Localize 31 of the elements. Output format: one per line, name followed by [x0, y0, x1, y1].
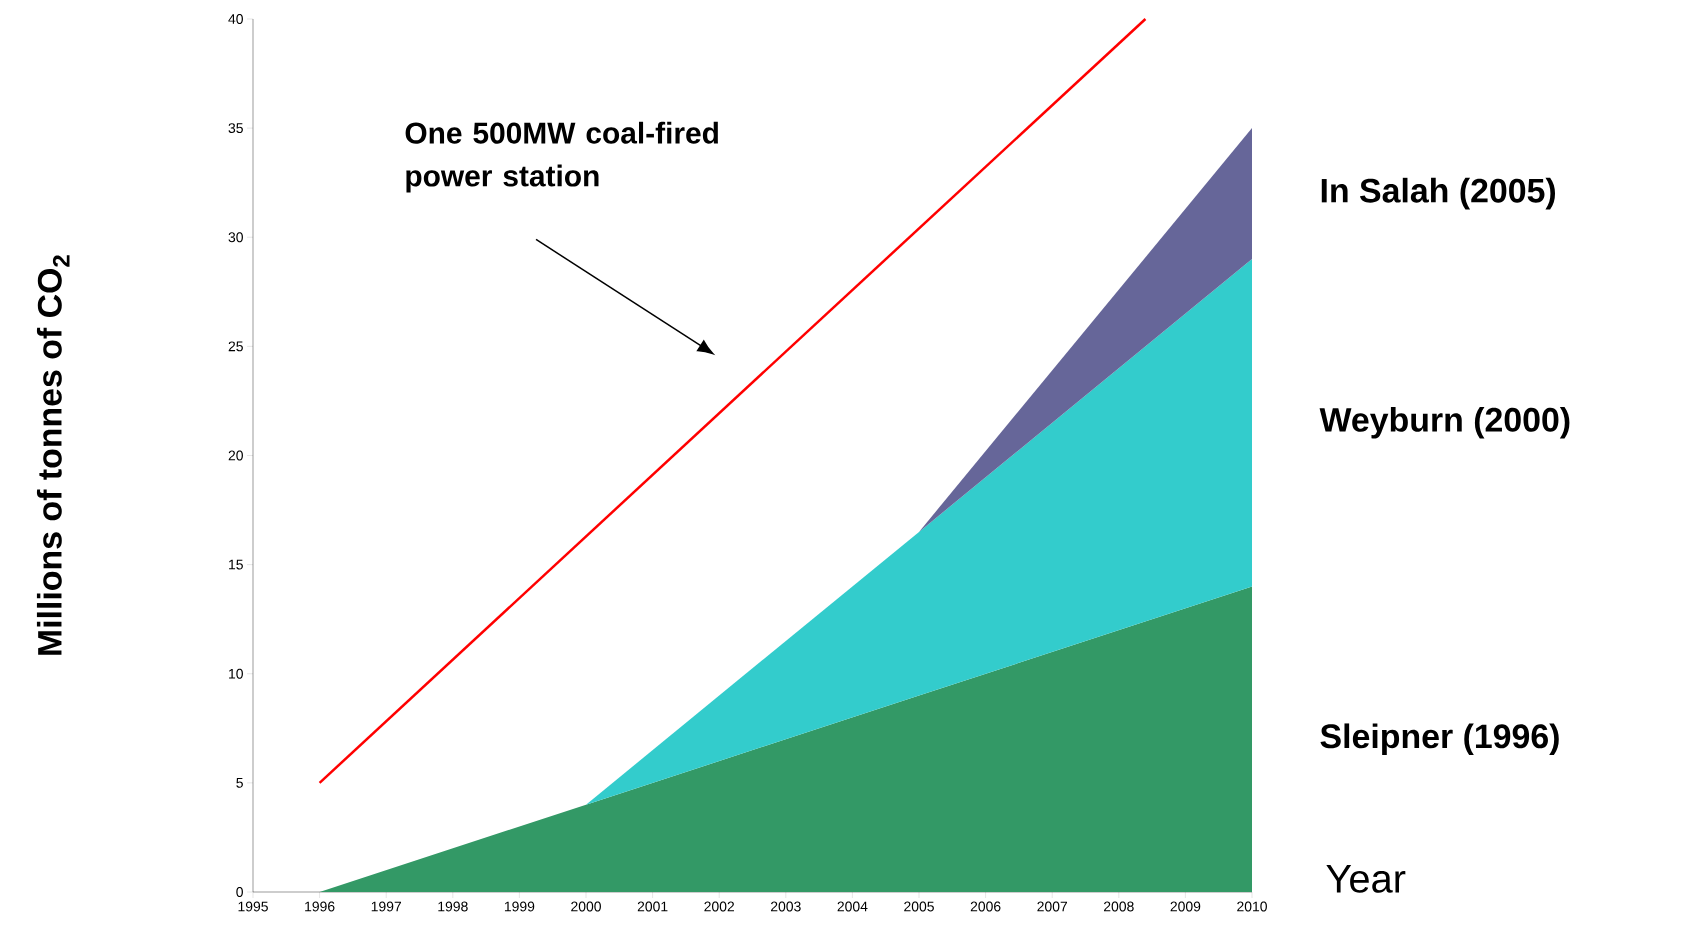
y-tick-label: 0 — [236, 887, 243, 897]
x-tick-label: 1995 — [238, 901, 268, 912]
x-axis-title: Year — [1326, 865, 1406, 893]
text: In Salah (2005) — [1321, 177, 1556, 210]
x-tick-label: 1999 — [504, 901, 535, 912]
x-tick-label: 2000 — [571, 901, 601, 912]
y-tick-label: 40 — [228, 14, 243, 24]
x-tick-label: 2010 — [1237, 901, 1267, 912]
x-tick-label: 2009 — [1170, 901, 1201, 912]
x-tick-label: 2004 — [837, 901, 868, 912]
y-tick-label: 30 — [228, 232, 243, 243]
x-tick-label: 1997 — [371, 901, 402, 912]
y-tick-label: 5 — [236, 778, 243, 788]
y-tick-label: 15 — [229, 559, 243, 570]
x-tick-label: 2002 — [704, 901, 735, 912]
x-tick-label: 2003 — [770, 901, 801, 912]
series-label: Weyburn (2000) — [1319, 406, 1570, 439]
y-axis-title: Millions of tonnes of CO$_{2}$ — [36, 255, 70, 655]
y-tick-label: 25 — [228, 341, 243, 352]
y-tick-label: 10 — [229, 668, 243, 679]
annotation: One 500MW coal-fired power station — [405, 121, 718, 193]
x-tick-label: 1996 — [305, 901, 335, 912]
x-tick-label: 2007 — [1037, 901, 1068, 912]
x-tick-label: 2006 — [970, 901, 1001, 912]
x-tick-label: 2005 — [904, 901, 934, 912]
y-tick-label: 20 — [228, 450, 243, 461]
x-tick-label: 2001 — [637, 901, 668, 912]
text: Sleipner (1996) — [1320, 723, 1559, 756]
y-tick-label: 35 — [228, 123, 243, 134]
x-tick-label: 1998 — [438, 901, 468, 912]
x-tick-label: 2008 — [1103, 901, 1134, 912]
